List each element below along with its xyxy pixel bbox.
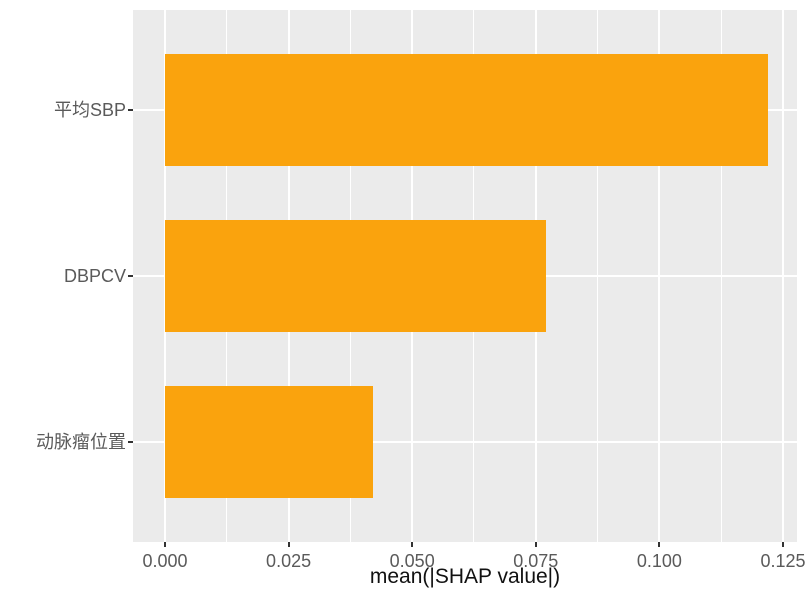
bar: [164, 219, 546, 333]
y-axis-tick-label: 动脉瘤位置: [36, 432, 126, 453]
bar: [164, 53, 769, 166]
y-axis-tick-label: DBPCV: [63, 266, 126, 286]
x-axis-tick-label: 0.025: [266, 551, 312, 571]
bar: [164, 386, 373, 499]
y-axis-tick-label: 平均SBP: [53, 99, 126, 120]
x-axis-tick-label: 0.100: [636, 551, 682, 571]
x-axis-tick-mark: [163, 542, 166, 547]
x-axis-tick-label: 0.050: [389, 551, 435, 571]
gridline-horizontal-major: [133, 441, 797, 444]
y-axis-tick-mark: [128, 441, 133, 444]
x-axis-tick-mark: [534, 542, 537, 547]
y-axis-tick-mark: [128, 108, 133, 111]
x-axis-tick-label: 0.075: [513, 551, 559, 571]
x-axis-tick-mark: [411, 542, 414, 547]
x-axis-tick-label: 0.125: [760, 551, 806, 571]
y-axis-tick-mark: [128, 275, 133, 277]
x-axis-tick-mark: [658, 542, 661, 547]
x-axis-tick-mark: [782, 542, 784, 547]
x-axis-tick-mark: [287, 542, 290, 547]
x-axis-tick-label: 0.000: [142, 551, 188, 571]
plot-panel: [133, 10, 797, 542]
x-axis-title: mean(|SHAP value|): [369, 565, 561, 588]
